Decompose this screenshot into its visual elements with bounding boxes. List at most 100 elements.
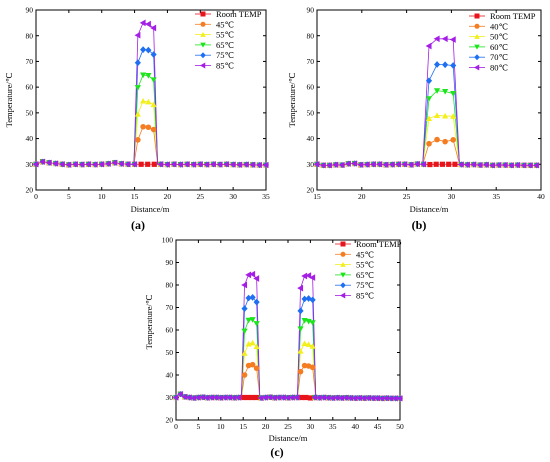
x-tick-label: 10 [98, 192, 106, 201]
x-tick-label: 15 [313, 192, 321, 201]
data-point [150, 101, 157, 108]
baseline-point [280, 394, 286, 401]
baseline-point [389, 161, 395, 168]
data-point [249, 339, 256, 346]
data-point [140, 46, 147, 53]
series-line [238, 296, 263, 398]
y-tick-label: 50 [307, 108, 315, 117]
data-point [245, 317, 252, 324]
data-point [301, 340, 308, 347]
data-point [434, 136, 440, 143]
y-tick-label: 80 [26, 31, 34, 40]
baseline-point [347, 394, 354, 402]
x-tick-label: 20 [262, 422, 270, 431]
data-point [433, 112, 441, 118]
legend-label: 85℃ [216, 61, 235, 71]
x-tick-label: 40 [351, 422, 359, 431]
baseline-point [59, 161, 65, 168]
y-tick-label: 100 [162, 236, 174, 245]
baseline-point [271, 394, 277, 401]
baseline-point [39, 158, 45, 165]
baseline-point [184, 161, 190, 168]
baseline-point [217, 394, 224, 401]
x-tick-label: 0 [34, 192, 38, 201]
data-point [297, 348, 304, 354]
legend-marker [474, 13, 480, 19]
baseline-point [98, 161, 105, 168]
data-point [442, 138, 448, 145]
baseline-point [489, 162, 495, 169]
room-temp-point [307, 395, 313, 401]
x-tick-label: 50 [396, 422, 404, 431]
panel-c-ylabel: Temperature/℃ [144, 294, 154, 349]
baseline-point [203, 161, 210, 168]
room-temp-point [151, 161, 157, 167]
data-point [249, 361, 256, 368]
baseline-point [338, 161, 345, 169]
baseline-point [210, 161, 216, 168]
data-point [426, 140, 432, 147]
legend-label: 65℃ [216, 40, 235, 50]
data-point [253, 343, 260, 350]
baseline-point [483, 161, 489, 168]
data-point [425, 77, 433, 85]
legend-label: 40℃ [490, 21, 509, 31]
baseline-point [329, 394, 336, 402]
room-temp-point [245, 394, 251, 401]
baseline-point [325, 394, 331, 401]
data-point [297, 307, 304, 315]
data-point [241, 305, 248, 312]
baseline-point [262, 394, 268, 401]
baseline-point [420, 161, 426, 168]
legend-label: 55℃ [216, 30, 235, 40]
room-temp-point [138, 161, 144, 167]
legend-marker [474, 23, 480, 29]
baseline-point [345, 160, 351, 167]
legend-marker [340, 292, 346, 299]
y-tick-label: 60 [307, 83, 315, 92]
data-point [135, 137, 141, 143]
panel-a-xlabel: Distance/m [131, 204, 170, 214]
data-point [140, 123, 146, 130]
room-temp-point [303, 394, 309, 401]
panel-c: 0 5 10 15 20 25 30 35 40 45 50 20 30 40 50 60 70 80 90 100 R… [144, 236, 404, 459]
data-point [433, 61, 441, 68]
baseline-point [181, 393, 188, 400]
baseline-point [170, 161, 177, 168]
x-tick-label: 35 [492, 192, 500, 201]
legend-marker [474, 64, 480, 71]
baseline-point [316, 394, 322, 401]
baseline-point [230, 161, 236, 168]
y-tick-label: 30 [307, 160, 315, 169]
y-tick-label: 60 [166, 326, 174, 335]
data-point [150, 126, 157, 133]
legend-label: 60℃ [490, 42, 509, 52]
baseline-point [46, 159, 52, 166]
room-temp-point [439, 161, 446, 167]
baseline-point [213, 394, 219, 401]
baseline-point [92, 161, 98, 168]
data-point [241, 328, 248, 335]
data-point [305, 295, 312, 302]
baseline-point [235, 394, 242, 401]
room-temp-point [452, 161, 458, 167]
legend-marker [200, 62, 206, 69]
baseline-point [533, 162, 539, 169]
data-point [297, 368, 304, 375]
baseline-point [186, 394, 192, 401]
data-point [253, 321, 260, 327]
baseline-point [311, 394, 318, 401]
data-point [249, 294, 256, 301]
baseline-point [370, 395, 376, 402]
baseline-point [351, 160, 357, 167]
data-point [305, 272, 312, 279]
baseline-point [236, 161, 243, 168]
baseline-point [495, 161, 502, 169]
data-point [241, 350, 248, 356]
baseline-point [190, 161, 197, 168]
legend-label: 85℃ [356, 291, 375, 301]
data-point [309, 296, 316, 304]
legend-marker [340, 282, 346, 289]
baseline-point [378, 395, 385, 402]
baseline-point [65, 161, 72, 168]
